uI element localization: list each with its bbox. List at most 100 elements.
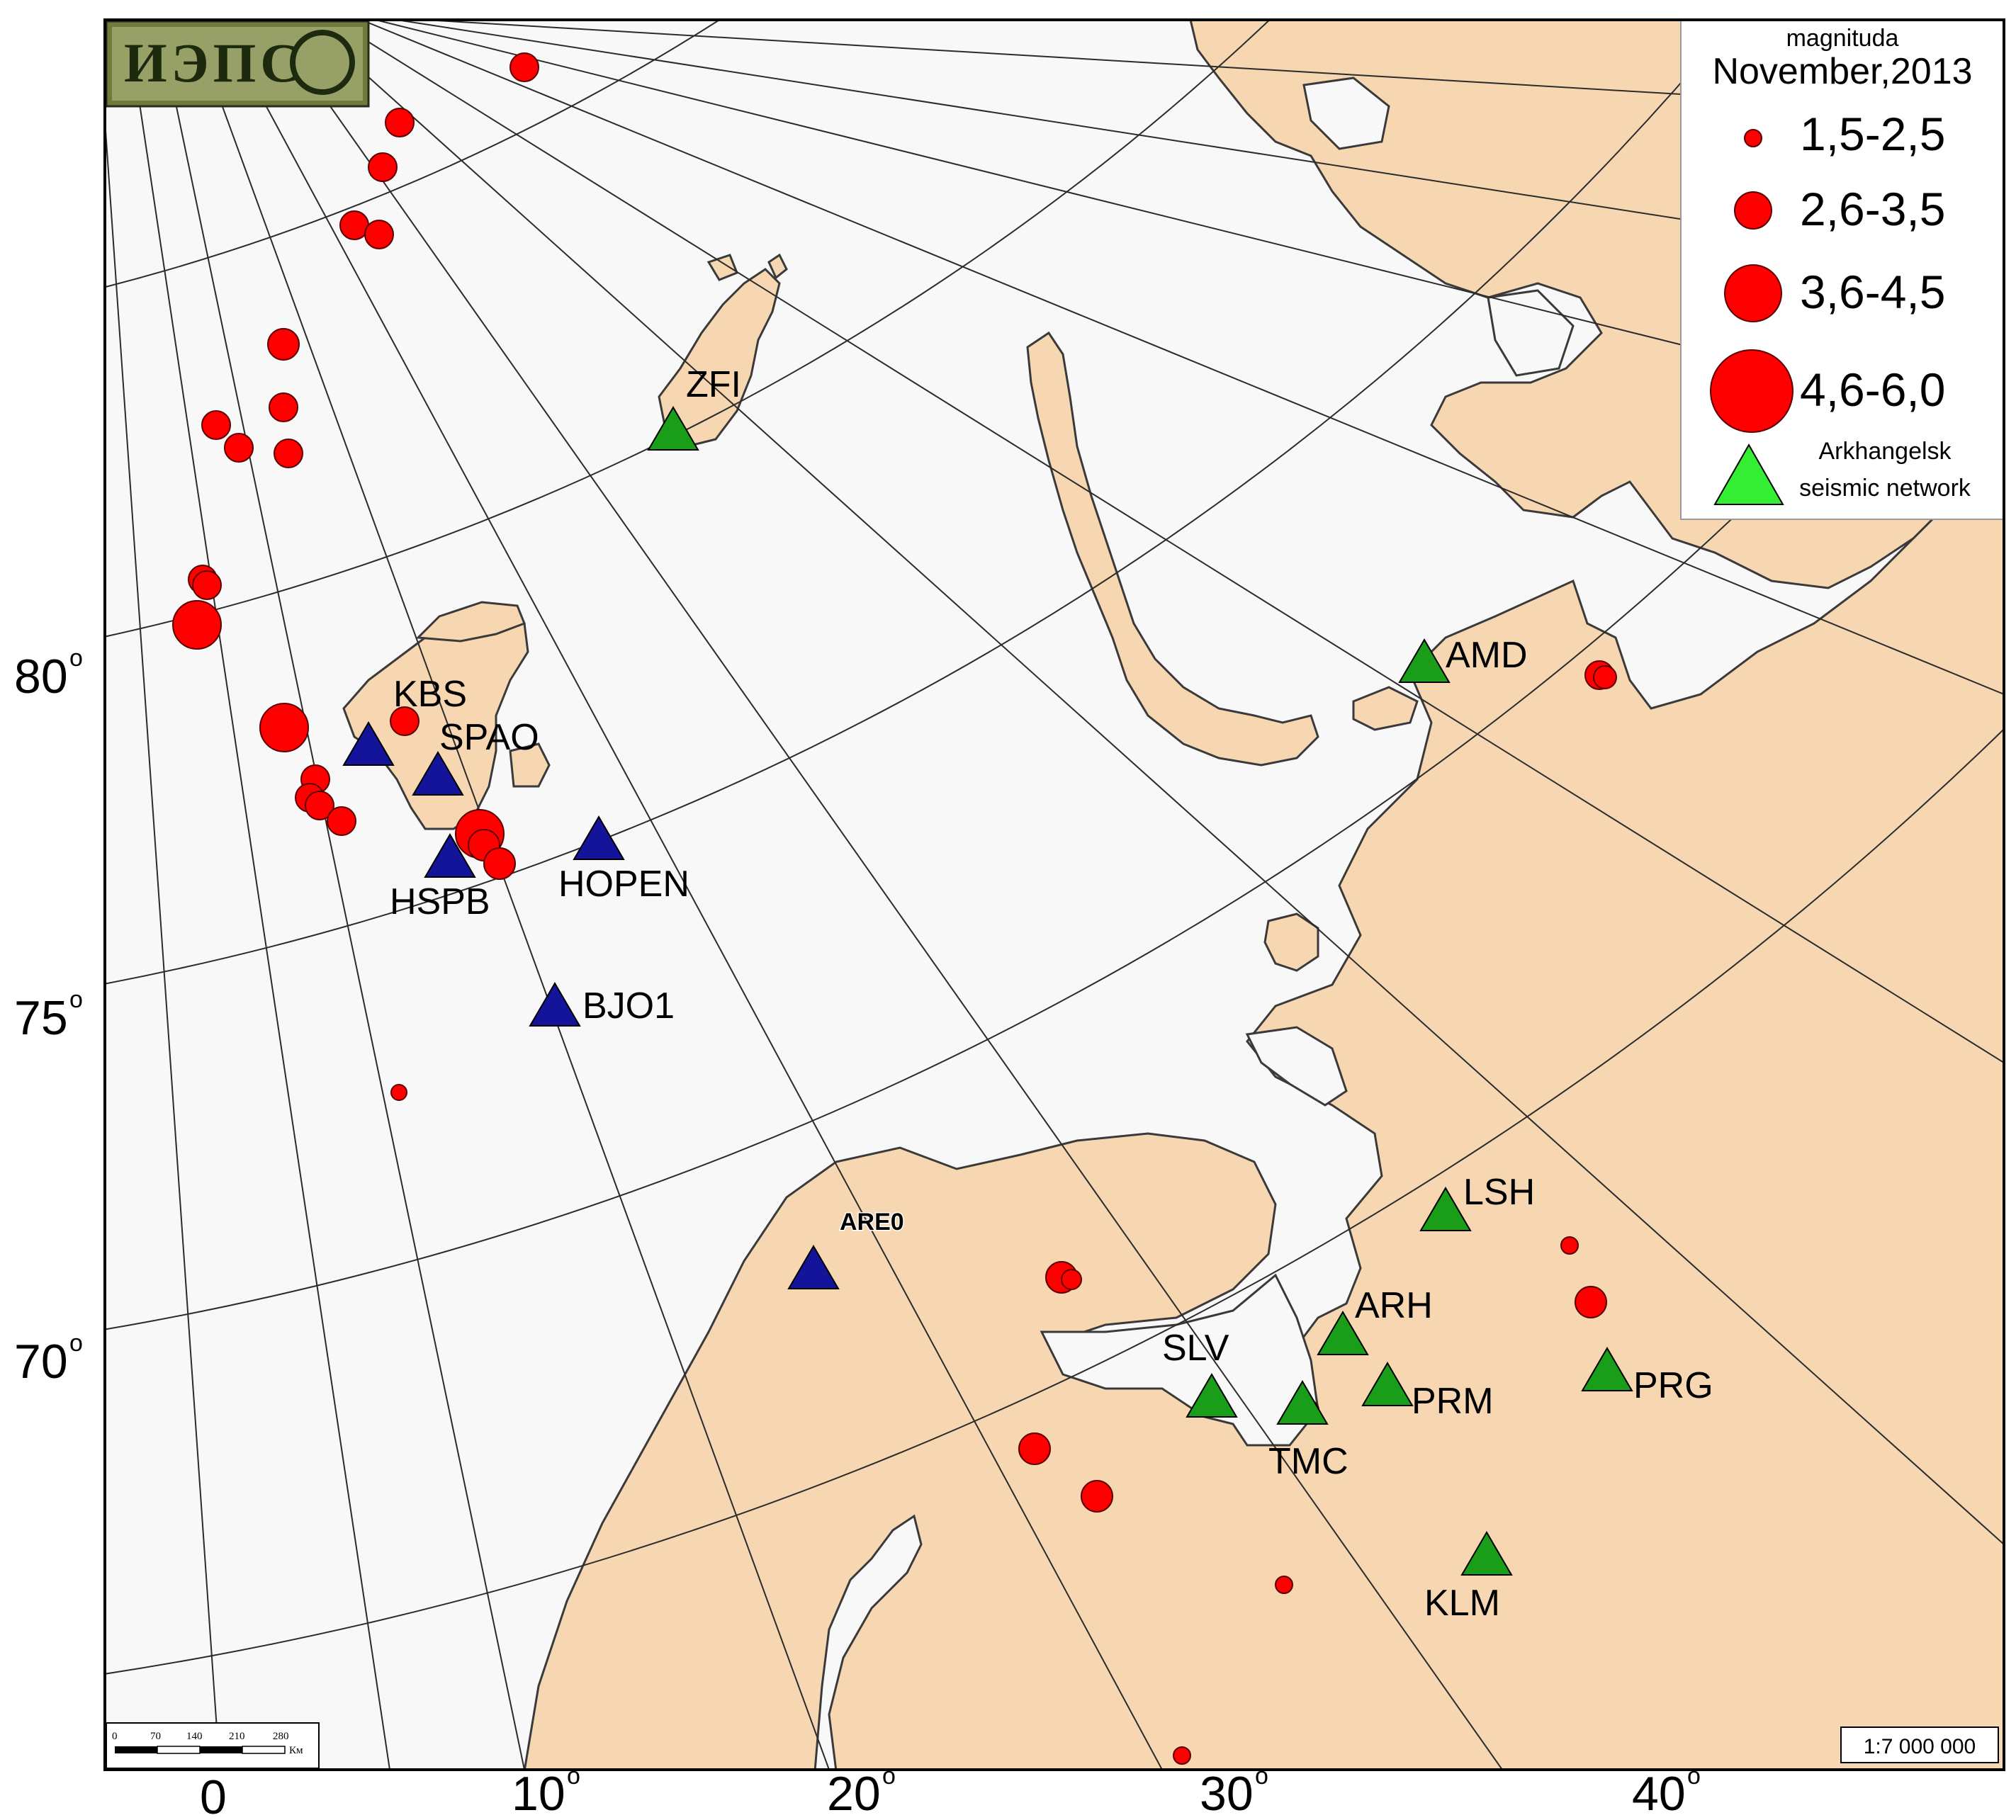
earthquake-event xyxy=(305,791,334,820)
longitude-label-20: 20 xyxy=(827,1767,881,1820)
station-hopen-marker xyxy=(573,815,625,860)
latitude-degree-75: o xyxy=(69,986,83,1013)
scale-tick-2: 140 xyxy=(186,1731,203,1742)
station-label-spao: SPAO xyxy=(439,717,539,758)
logo-text: ИЭПС xyxy=(124,32,305,94)
earthquake-event xyxy=(1593,665,1617,689)
legend-class-4-label: 4,6-6,0 xyxy=(1800,363,1945,416)
meridian xyxy=(191,21,830,1770)
station-spao-marker xyxy=(412,751,464,796)
white-sea xyxy=(1040,1273,1319,1447)
longitude-grid xyxy=(105,20,2004,1770)
latitude-degree-80: o xyxy=(69,645,83,672)
legend-circle-class-2 xyxy=(1734,191,1772,230)
station-amd-marker xyxy=(1398,638,1451,683)
earthquake-event xyxy=(172,600,222,650)
legend-date: November,2013 xyxy=(1712,51,1972,92)
station-labels: ZFI AMD LSH ARH SLV TMC PRM PRG KLM KBS … xyxy=(390,364,1713,1624)
legend-network-label-1: Arkhangelsk xyxy=(1818,438,1952,465)
scale-ratio: 1:7 000 000 xyxy=(1864,1735,1976,1758)
map-area: ZFI AMD LSH ARH SLV TMC PRM PRG KLM KBS … xyxy=(105,20,2004,1770)
station-label-hopen: HOPEN xyxy=(558,864,689,905)
earthquake-event xyxy=(483,847,516,880)
earthquake-event xyxy=(1560,1236,1579,1255)
longitude-degree-20: o xyxy=(882,1763,896,1790)
station-prm-marker xyxy=(1361,1362,1414,1406)
station-arh-marker xyxy=(1317,1311,1369,1355)
legend-circle-class-3 xyxy=(1724,264,1782,322)
earthquake-event xyxy=(1173,1746,1191,1765)
legend-title: magnituda xyxy=(1786,25,1899,52)
earthquake-event xyxy=(390,1084,407,1101)
legend-class-1-label: 1,5-2,5 xyxy=(1800,108,1945,160)
station-label-prg: PRG xyxy=(1633,1365,1713,1406)
earthquake-event xyxy=(385,108,415,137)
earthquakes xyxy=(172,52,1617,1765)
longitude-label-40: 40 xyxy=(1632,1767,1686,1820)
logo-globe-icon xyxy=(290,30,355,95)
earthquake-event xyxy=(364,220,394,249)
station-label-slv: SLV xyxy=(1162,1328,1229,1369)
station-label-tmc: TMC xyxy=(1268,1441,1348,1482)
station-label-prm: PRM xyxy=(1412,1381,1494,1422)
station-klm-marker xyxy=(1460,1531,1513,1576)
scale-tick-1: 70 xyxy=(150,1731,161,1742)
northeast-bay-cut xyxy=(1302,77,1390,150)
mainland-land xyxy=(523,459,2004,1770)
vaygach-island xyxy=(1352,686,1419,731)
longitude-degree-10: o xyxy=(567,1763,580,1790)
other-stations xyxy=(342,721,840,1289)
earthquake-event xyxy=(1018,1432,1051,1465)
latitude-labels: 80 o 75 o 70 o xyxy=(14,645,83,1389)
novaya-zemlya xyxy=(1026,331,1319,767)
station-label-are0: ARE0 xyxy=(840,1209,904,1236)
legend-class-3-label: 3,6-4,5 xyxy=(1800,266,1945,318)
longitude-degree-40: o xyxy=(1687,1763,1701,1790)
station-slv-marker xyxy=(1186,1373,1238,1418)
scale-ratio-box: 1:7 000 000 xyxy=(1840,1726,1999,1763)
yenisei-gulf xyxy=(1487,289,1575,377)
earthquake-event xyxy=(192,570,222,600)
arkhangelsk-stations xyxy=(647,406,1633,1576)
earthquake-event xyxy=(1275,1576,1293,1594)
station-label-klm: KLM xyxy=(1424,1583,1500,1624)
latitude-label-70: 70 xyxy=(14,1335,68,1389)
meridian xyxy=(269,20,1503,1770)
legend-network-triangle-icon xyxy=(1713,443,1784,505)
station-kbs-marker xyxy=(342,721,395,766)
franz-josef-islet-2 xyxy=(767,253,788,280)
station-label-lsh: LSH xyxy=(1463,1172,1535,1213)
legend-circle-class-1 xyxy=(1744,129,1762,147)
station-hspb-marker xyxy=(424,833,476,878)
legend-circle-class-4 xyxy=(1710,349,1793,433)
scale-unit: Км xyxy=(289,1745,303,1756)
station-label-arh: ARH xyxy=(1355,1285,1433,1326)
scale-bar: 0 70 140 210 280 Км xyxy=(106,1722,320,1769)
legend-network-label-2: seismic network xyxy=(1799,475,1971,502)
station-prg-marker xyxy=(1581,1347,1633,1391)
earthquake-event xyxy=(1575,1286,1607,1318)
franz-josef-land xyxy=(658,268,781,448)
scale-tick-4: 280 xyxy=(273,1731,289,1742)
longitude-label-30: 30 xyxy=(1200,1767,1254,1820)
scale-tick-3: 210 xyxy=(229,1731,245,1742)
meridian xyxy=(219,20,1163,1770)
station-tmc-marker xyxy=(1276,1380,1329,1425)
meridian xyxy=(134,70,390,1770)
station-label-bjo1: BJO1 xyxy=(582,985,675,1027)
earthquake-event xyxy=(259,703,309,752)
kolguev-island xyxy=(1263,912,1319,972)
longitude-labels: 0 10 o 20 o 30 o 40 o xyxy=(200,1763,1701,1820)
meridian xyxy=(304,20,2004,1545)
earthquake-event xyxy=(368,152,398,182)
earthquake-event xyxy=(1061,1269,1082,1290)
station-label-kbs: KBS xyxy=(393,674,467,715)
edgeoya xyxy=(509,742,551,788)
station-are0-marker xyxy=(787,1245,840,1289)
latitude-label-80: 80 xyxy=(14,650,68,703)
station-label-zfi: ZFI xyxy=(686,364,741,405)
gulf-of-bothnia xyxy=(813,1514,923,1770)
pechora-sea-inlet xyxy=(1245,1026,1348,1107)
earthquake-event xyxy=(390,706,419,736)
